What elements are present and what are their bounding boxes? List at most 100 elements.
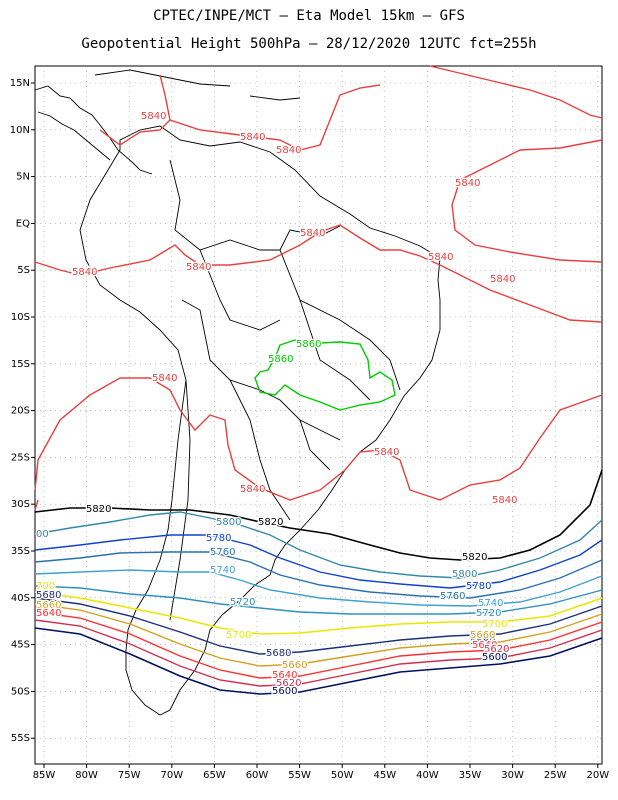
contour-label: 5840 bbox=[72, 267, 97, 278]
contour-label: 5600 bbox=[272, 686, 297, 697]
lon-label: 80W bbox=[75, 770, 98, 781]
contour-5760 bbox=[34, 551, 603, 599]
lon-label: 55W bbox=[288, 770, 311, 781]
contour-label: 5840 bbox=[300, 228, 325, 239]
contour-5840-south bbox=[34, 377, 603, 501]
lat-label: 55S bbox=[11, 733, 30, 744]
central-america-coast bbox=[34, 85, 153, 175]
contour-label: 5840 bbox=[240, 484, 265, 495]
contour-5740 bbox=[34, 569, 603, 607]
contour-label: 700 bbox=[36, 581, 55, 592]
lon-label: 45W bbox=[373, 770, 396, 781]
lat-label: 20S bbox=[11, 406, 30, 417]
contour-label: 5840 bbox=[276, 145, 301, 156]
lon-label: 20W bbox=[586, 770, 609, 781]
contour-label: 5640 bbox=[472, 640, 497, 651]
lat-label: 5N bbox=[16, 172, 30, 183]
contour-label: 5840 bbox=[374, 447, 399, 458]
contour-label: 5720 bbox=[476, 608, 501, 619]
lon-label: 50W bbox=[331, 770, 354, 781]
lat-label: 30S bbox=[11, 499, 30, 510]
contour-label: 5700 bbox=[482, 619, 507, 630]
contour-5840-north bbox=[99, 74, 171, 146]
contour-5860-high bbox=[254, 339, 396, 411]
contour-5600 bbox=[34, 627, 603, 695]
brazil-state-borders-2 bbox=[299, 299, 371, 401]
cuba-coast bbox=[94, 69, 231, 87]
contour-5860 bbox=[254, 339, 396, 411]
contour-label: 5740 bbox=[478, 598, 503, 609]
contour-label: 5840 bbox=[141, 111, 166, 122]
lat-label: 15S bbox=[11, 359, 30, 370]
contour-label: 5840 bbox=[186, 262, 211, 273]
hispaniola-coast bbox=[249, 95, 301, 101]
contour-label: 5820 bbox=[462, 552, 487, 563]
title-line-2: Geopotential Height 500hPa – 28/12/2020 … bbox=[81, 36, 537, 52]
contour-label: 5840 bbox=[428, 252, 453, 263]
contour-labels: 5840 5840 5840 5840 5840 5840 5840 5840 … bbox=[35, 110, 519, 699]
contour-label: 5620 bbox=[484, 644, 509, 655]
contour-label: 5600 bbox=[482, 652, 507, 663]
contour-label: 5680 bbox=[266, 648, 291, 659]
border-peru-brazil bbox=[199, 249, 281, 331]
longitude-labels: 85W 80W 75W 70W 65W 60W 55W 50W 45W 40W 35W 30W 25W 2… bbox=[33, 770, 610, 781]
contour-label: 5640 bbox=[36, 608, 61, 619]
contour-5840 bbox=[34, 65, 603, 511]
contour-label: 5620 bbox=[276, 678, 301, 689]
contour-label: 5740 bbox=[210, 565, 235, 576]
lat-label: 45S bbox=[11, 640, 30, 651]
contour-label: 5840 bbox=[240, 132, 265, 143]
lon-label: 35W bbox=[459, 770, 482, 781]
lon-label: 75W bbox=[118, 770, 141, 781]
contour-label: 5800 bbox=[216, 517, 241, 528]
contour-label: 5760 bbox=[210, 547, 235, 558]
contour-label: 5660 bbox=[470, 630, 495, 641]
contour-label: 5660 bbox=[36, 600, 61, 611]
lon-label: 25W bbox=[544, 770, 567, 781]
contour-label: 5680 bbox=[36, 590, 61, 601]
lat-label: 15N bbox=[10, 78, 30, 89]
border-bolivia-paraguay bbox=[229, 379, 341, 441]
contour-5840-atlantic-top bbox=[429, 65, 603, 119]
contour-5780 bbox=[34, 534, 603, 589]
lat-label: 40S bbox=[11, 593, 30, 604]
central-america-pacific bbox=[37, 111, 111, 161]
axis-ticks bbox=[31, 82, 599, 768]
contour-5820 bbox=[34, 469, 603, 561]
border-argentina-paraguay bbox=[249, 419, 291, 521]
contour-5800 bbox=[34, 511, 603, 579]
map-frame bbox=[34, 65, 603, 765]
border-peru-bolivia bbox=[181, 299, 251, 421]
contour-5840-north-2 bbox=[169, 84, 381, 151]
lat-label: 25S bbox=[11, 452, 30, 463]
contour-5620 bbox=[34, 619, 603, 687]
contour-label: 5860 bbox=[296, 339, 321, 350]
contour-label: 5820 bbox=[258, 517, 283, 528]
lon-label: 70W bbox=[160, 770, 183, 781]
contour-label: 5840 bbox=[152, 373, 177, 384]
brazil-state-borders bbox=[279, 249, 401, 391]
latitude-labels: 15N 10N 5N EQ 5S 10S 15S 20S 25S 30S 35S 40S 45S 50S 5… bbox=[10, 78, 30, 744]
lat-label: 10N bbox=[10, 125, 30, 136]
contour-label: 5720 bbox=[230, 597, 255, 608]
lat-label: 35S bbox=[11, 546, 30, 557]
lon-label: 85W bbox=[33, 770, 56, 781]
contour-5660 bbox=[34, 603, 603, 667]
contour-5700 bbox=[34, 591, 603, 635]
contour-5840-equator bbox=[34, 224, 603, 323]
lon-label: 30W bbox=[501, 770, 524, 781]
lat-label: EQ bbox=[16, 218, 30, 229]
contour-label: 5840 bbox=[455, 178, 480, 189]
border-venezuela-brazil bbox=[169, 159, 341, 251]
contour-label: 00 bbox=[36, 529, 49, 540]
contour-5840-atlantic bbox=[451, 139, 603, 263]
title-line-1: CPTEC/INPE/MCT – Eta Model 15km – GFS bbox=[153, 8, 465, 24]
lon-label: 60W bbox=[246, 770, 269, 781]
south-america-coast bbox=[79, 125, 441, 716]
contour-5720 bbox=[34, 585, 603, 615]
border-brazil-uruguay bbox=[299, 419, 331, 471]
contour-label: 5760 bbox=[440, 591, 465, 602]
contour-5640 bbox=[34, 611, 603, 679]
lat-label: 50S bbox=[11, 686, 30, 697]
